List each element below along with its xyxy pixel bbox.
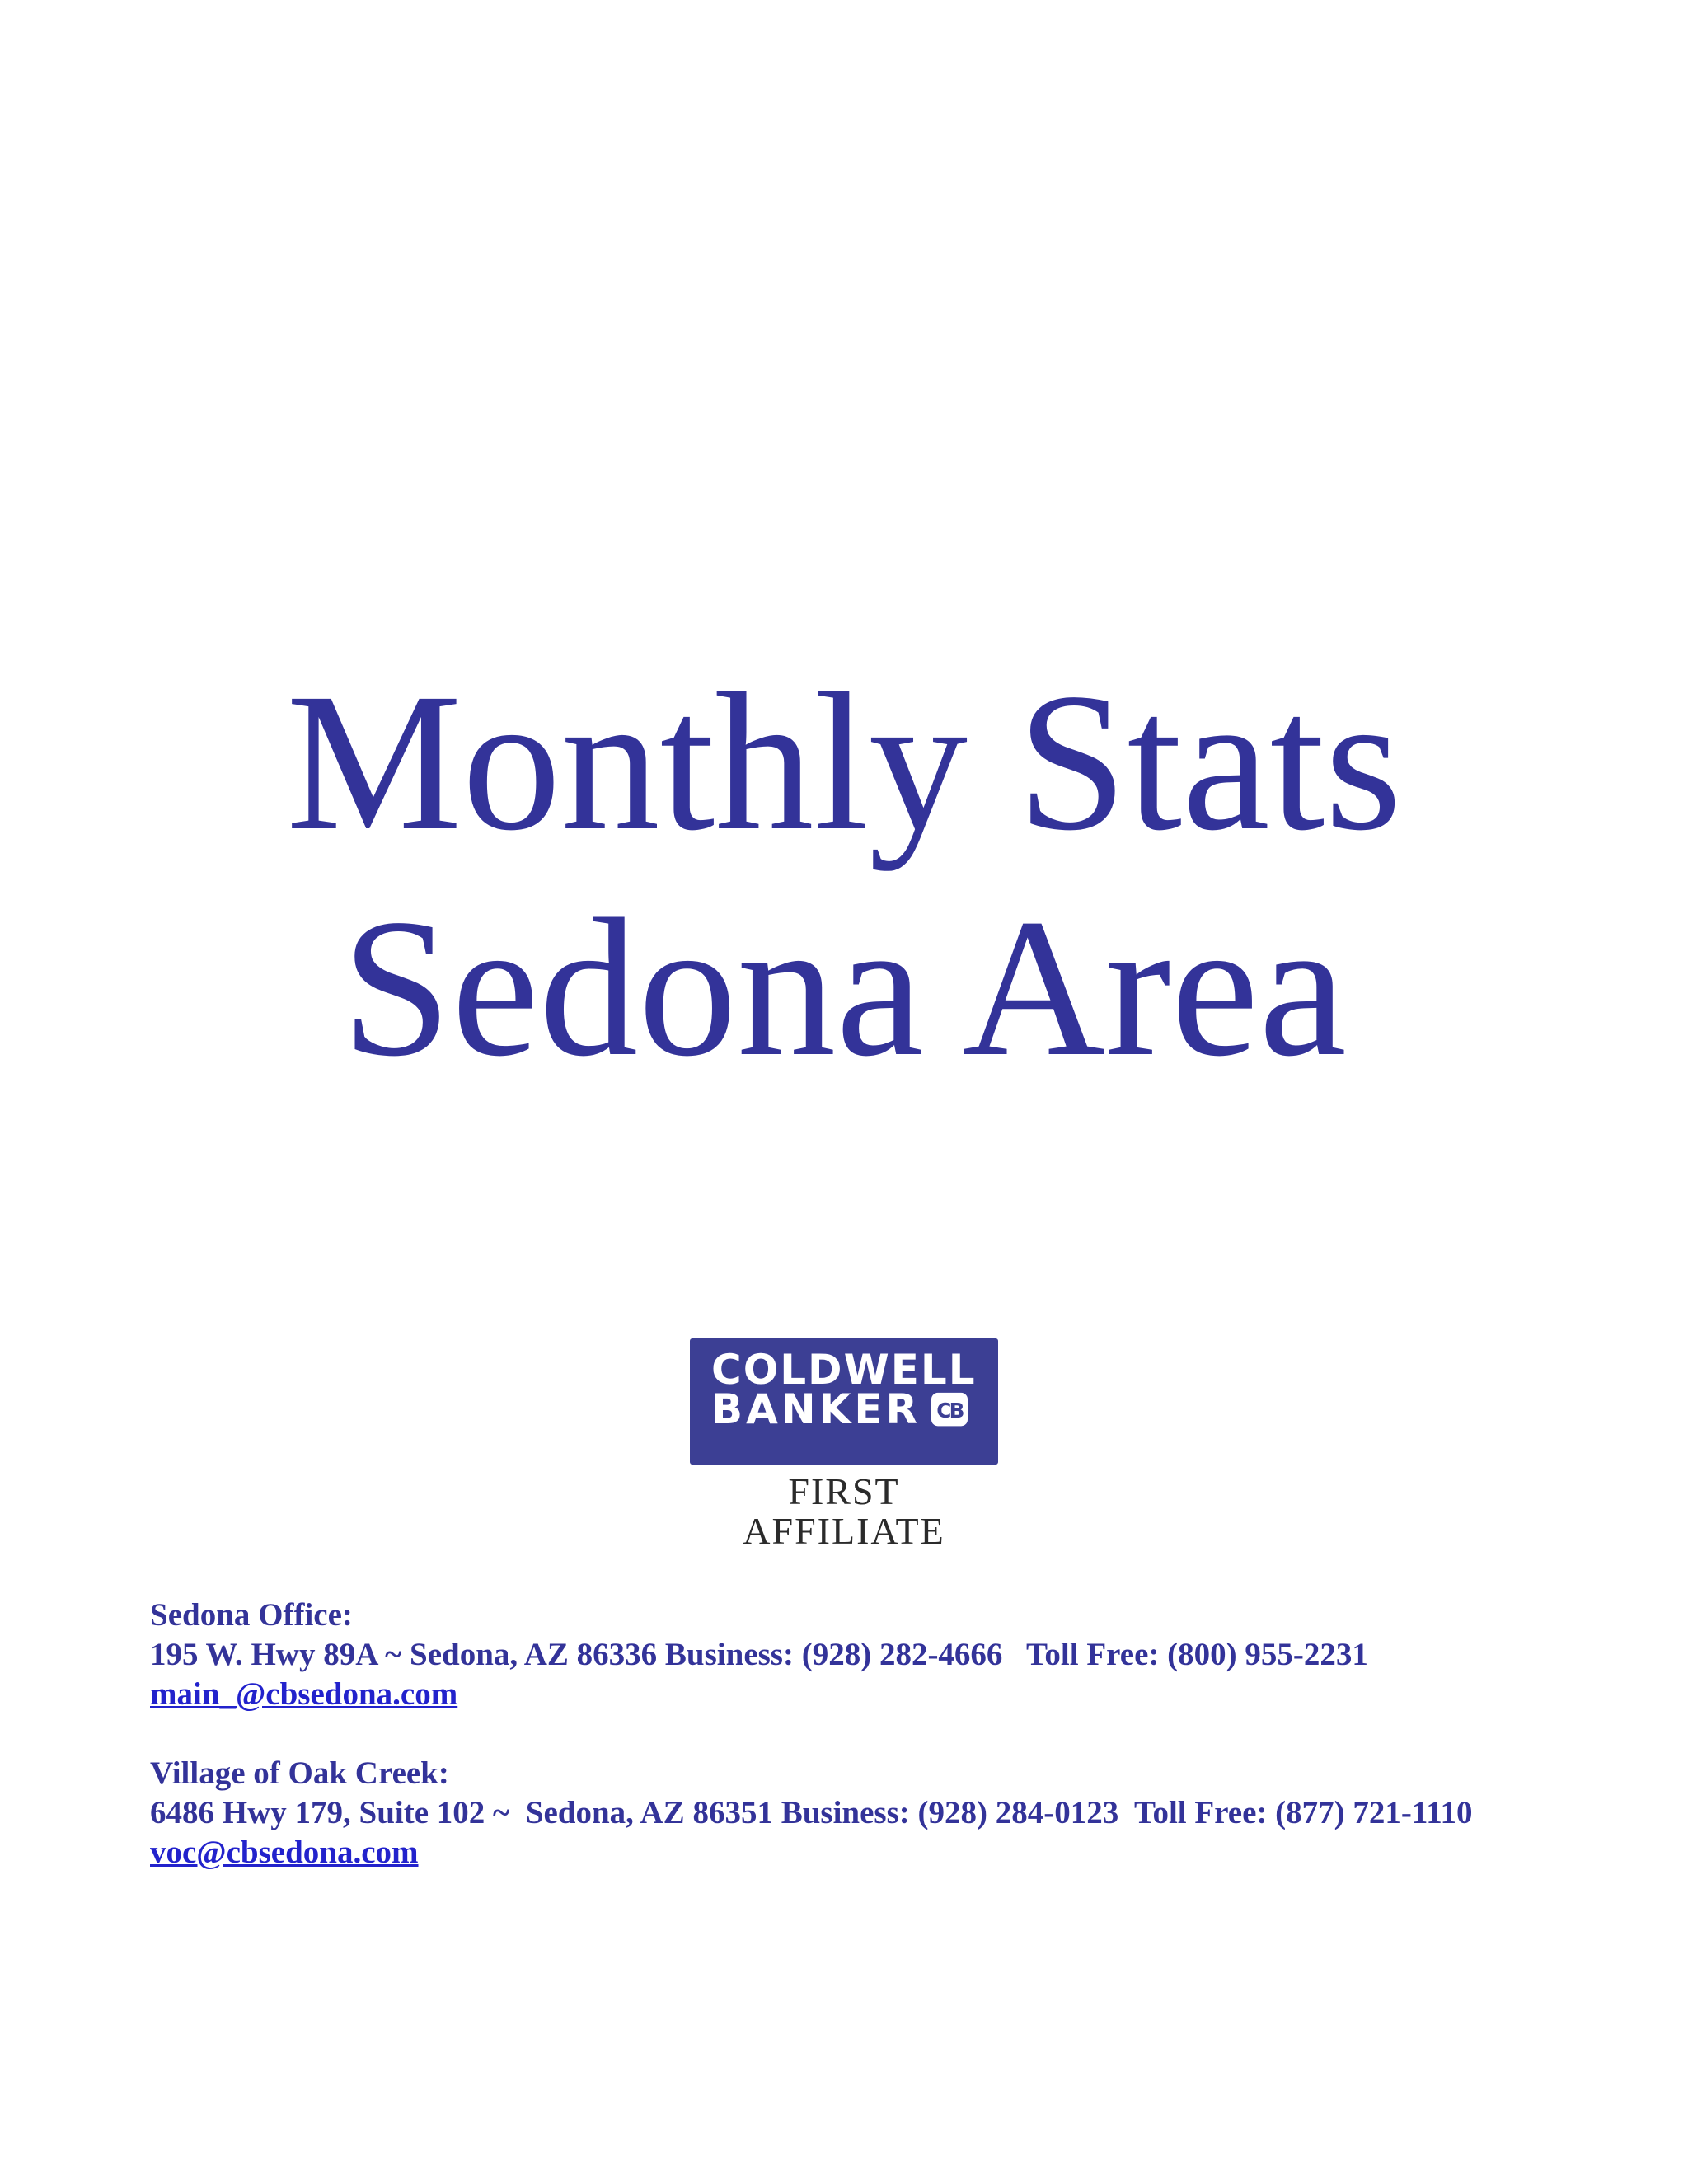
logo-brand-line-2: BANKER <box>711 1385 921 1433</box>
office-email-link[interactable]: main_@cbsedona.com <box>150 1676 458 1712</box>
contact-blocks-spacer <box>150 1714 1473 1754</box>
contact-block-village-oak-creek: Village of Oak Creek: 6486 Hwy 179, Suit… <box>150 1754 1473 1872</box>
voc-address: 6486 Hwy 179, Suite 102 ~ Sedona, AZ 863… <box>150 1795 1473 1830</box>
logo-brand-line-1: COLDWELL <box>711 1346 977 1394</box>
logo-tagline-line-2: AFFILIATE <box>743 1509 945 1552</box>
voc-email-row: voc@cbsedona.com <box>150 1833 1473 1872</box>
logo-tagline-line-1: FIRST <box>788 1470 900 1512</box>
voc-heading: Village of Oak Creek: <box>150 1755 449 1791</box>
coldwell-banker-logo-box: COLDWELL BANKER CB <box>690 1338 998 1465</box>
office-heading: Sedona Office: <box>150 1597 353 1633</box>
svg-text:CB: CB <box>936 1399 964 1422</box>
contact-block-sedona-office: Sedona Office: 195 W. Hwy 89A ~ Sedona, … <box>150 1596 1473 1714</box>
contact-section: Sedona Office: 195 W. Hwy 89A ~ Sedona, … <box>150 1596 1473 1872</box>
page-title: Monthly Stats Sedona Area <box>0 649 1688 1100</box>
page-title-line-1: Monthly Stats <box>286 652 1402 871</box>
coldwell-banker-logo: COLDWELL BANKER CB FIRST AFFILIATE <box>690 1338 998 1551</box>
office-address: 195 W. Hwy 89A ~ Sedona, AZ 86336 Busine… <box>150 1637 1368 1672</box>
logo-tagline: FIRST AFFILIATE <box>690 1472 998 1551</box>
cb-monogram-icon: CB <box>931 1392 968 1427</box>
office-email-row: main_@cbsedona.com <box>150 1675 1473 1714</box>
logo-brand-line-2-row: BANKER CB <box>711 1385 998 1433</box>
page-title-line-2: Sedona Area <box>341 877 1347 1097</box>
voc-email-link[interactable]: voc@cbsedona.com <box>150 1835 419 1870</box>
